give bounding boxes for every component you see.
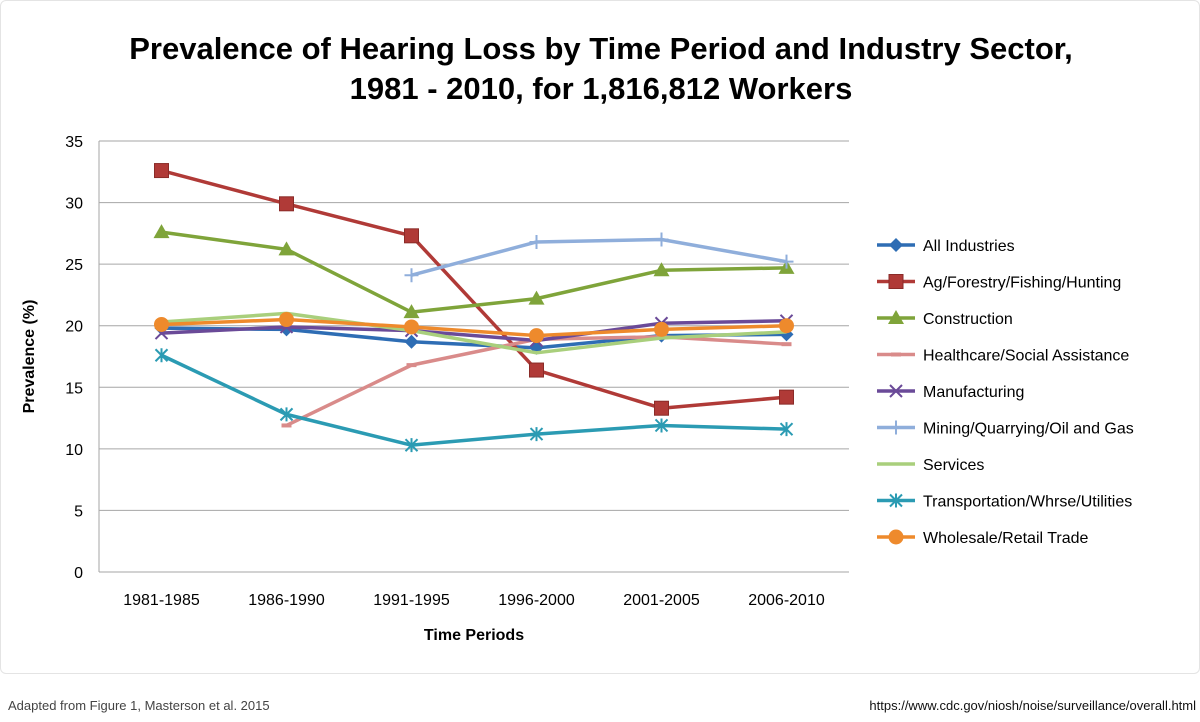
data-point [279, 312, 294, 328]
legend-marker [889, 493, 903, 508]
series-line [161, 317, 787, 338]
data-point [154, 316, 169, 332]
data-point [528, 290, 545, 305]
data-point [404, 228, 419, 244]
data-point [279, 407, 294, 422]
legend-label: Manufacturing [923, 384, 1024, 401]
legend-label: Wholesale/Retail Trade [923, 530, 1089, 547]
legend-label: All Industries [923, 238, 1015, 255]
data-point [154, 348, 169, 363]
line-chart: Prevalence of Hearing Loss by Time Perio… [21, 31, 1134, 644]
series-line [161, 319, 787, 343]
chart-title-line: Prevalence of Hearing Loss by Time Perio… [129, 31, 1073, 66]
data-point [653, 262, 670, 277]
chart-card: Prevalence of Hearing Loss by Time Perio… [0, 0, 1200, 674]
data-point [779, 389, 794, 405]
legend-label: Transportation/Whrse/Utilities [923, 494, 1132, 511]
series-line [161, 230, 787, 314]
data-point [154, 163, 169, 179]
legend-label: Construction [923, 311, 1013, 328]
data-point [404, 334, 419, 349]
legend-marker [888, 274, 904, 289]
y-tick-label: 15 [65, 380, 83, 397]
data-point [403, 304, 420, 319]
source-caption: Adapted from Figure 1, Masterson et al. … [8, 698, 270, 713]
series-line [160, 353, 787, 447]
y-tick-label: 25 [65, 257, 83, 274]
data-point [654, 232, 669, 247]
data-point [404, 319, 419, 335]
data-point [529, 234, 544, 249]
x-tick-label: 2001-2005 [623, 592, 700, 609]
data-point [404, 438, 419, 453]
data-point [654, 418, 669, 433]
legend-label: Ag/Forestry/Fishing/Hunting [923, 275, 1121, 292]
data-point [779, 318, 794, 334]
y-tick-label: 20 [65, 319, 83, 336]
data-point [654, 400, 669, 416]
data-point [153, 224, 170, 239]
legend-marker [889, 420, 903, 435]
legend-marker [889, 238, 903, 252]
legend-marker [888, 529, 904, 545]
legend-marker [888, 310, 904, 324]
legend-marker [889, 384, 903, 398]
y-axis-label: Prevalence (%) [21, 300, 38, 414]
x-tick-label: 1996-2000 [498, 592, 575, 609]
legend-label: Services [923, 457, 984, 474]
chart-title-line: 1981 - 2010, for 1,816,812 Workers [350, 71, 853, 106]
x-tick-label: 1981-1985 [123, 592, 200, 609]
source-url[interactable]: https://www.cdc.gov/niosh/noise/surveill… [869, 698, 1196, 713]
legend-label: Healthcare/Social Assistance [923, 348, 1129, 365]
y-tick-label: 5 [74, 503, 83, 520]
series-line [161, 311, 787, 355]
data-point [779, 422, 794, 437]
x-axis-label: Time Periods [424, 627, 524, 644]
y-tick-label: 0 [74, 565, 83, 582]
data-point [529, 362, 544, 378]
y-tick-label: 10 [65, 442, 83, 459]
data-point [654, 321, 669, 337]
x-tick-label: 1991-1995 [373, 592, 450, 609]
data-point [779, 254, 794, 269]
y-tick-label: 30 [65, 196, 83, 213]
data-point [529, 427, 544, 442]
legend-label: Mining/Quarrying/Oil and Gas [923, 421, 1134, 438]
data-point [404, 268, 419, 283]
data-point [529, 328, 544, 344]
data-point [278, 241, 295, 256]
x-tick-label: 2006-2010 [748, 592, 825, 609]
x-tick-label: 1986-1990 [248, 592, 325, 609]
series-line [161, 168, 787, 410]
data-point [279, 196, 294, 212]
series-line [411, 237, 787, 277]
y-tick-label: 35 [65, 134, 83, 151]
